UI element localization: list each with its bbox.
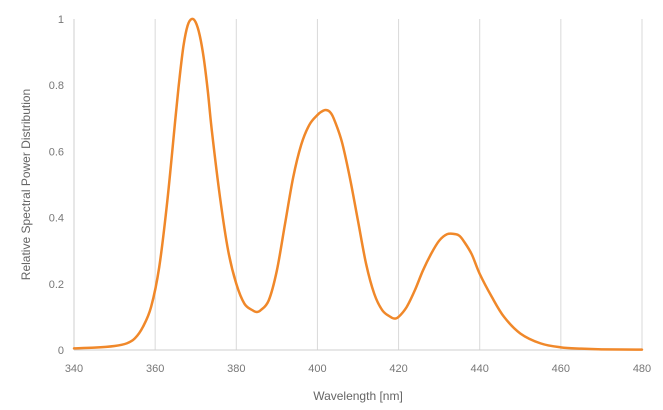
chart-grid <box>154 19 643 350</box>
chart-axes <box>73 19 642 351</box>
x-axis-title: Wavelength [nm] <box>313 389 403 403</box>
y-tick-label: 1 <box>58 14 64 26</box>
x-tick-label: 420 <box>389 363 407 375</box>
series-line <box>72 17 644 351</box>
y-tick-label: 0.6 <box>49 146 64 158</box>
y-tick-label: 0.2 <box>49 279 64 291</box>
chart-series <box>72 17 644 351</box>
x-tick-label: 440 <box>471 363 489 375</box>
x-tick-label: 360 <box>146 363 164 375</box>
x-tick-label: 400 <box>308 363 326 375</box>
y-tick-label: 0 <box>58 345 64 357</box>
y-axis-title: Relative Spectral Power Distribution <box>19 89 33 280</box>
y-tick-label: 0.4 <box>49 213 64 225</box>
x-tick-label: 340 <box>65 363 83 375</box>
x-tick-label: 380 <box>227 363 245 375</box>
y-tick-label: 0.8 <box>49 80 64 92</box>
x-tick-label: 460 <box>552 363 570 375</box>
chart-labels: Wavelength [nm] Relative Spectral Power … <box>19 14 651 403</box>
x-tick-label: 480 <box>633 363 651 375</box>
